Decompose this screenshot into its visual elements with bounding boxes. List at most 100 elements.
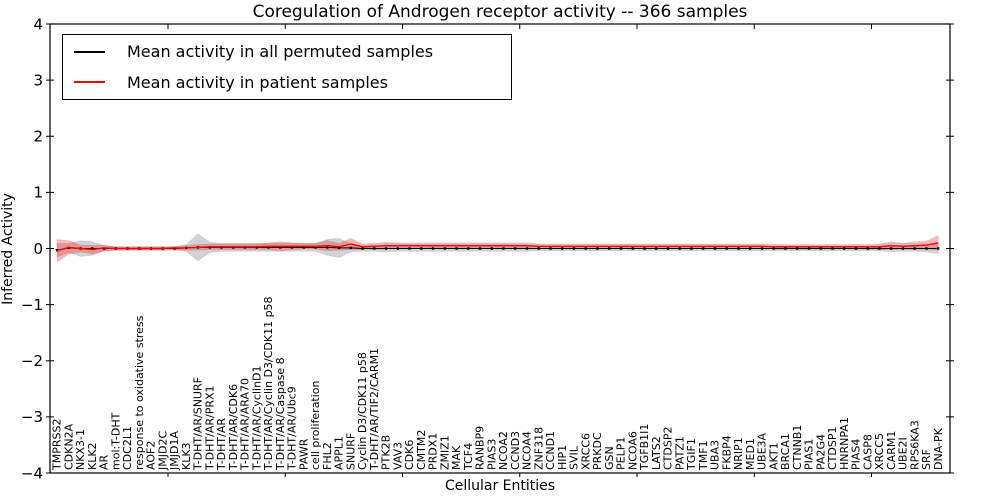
x-tick-label: CARM1 bbox=[885, 431, 898, 470]
permuted-marker bbox=[443, 247, 446, 250]
permuted-marker bbox=[373, 247, 376, 250]
legend-line-patient-icon bbox=[74, 81, 105, 84]
x-tick-label: MAK bbox=[450, 445, 463, 470]
permuted-marker bbox=[302, 246, 305, 249]
y-tick-label: 4 bbox=[33, 15, 43, 33]
permuted-marker bbox=[467, 247, 470, 250]
permuted-marker bbox=[455, 247, 458, 250]
permuted-marker bbox=[725, 247, 728, 250]
x-tick-label: PRKDC bbox=[591, 432, 604, 470]
permuted-marker bbox=[549, 247, 552, 250]
x-tick-label: CASP8 bbox=[861, 434, 874, 470]
x-tick-label: LATS2 bbox=[650, 436, 663, 470]
y-tick-label: −1 bbox=[21, 296, 43, 314]
x-tick-label: FHL2 bbox=[321, 442, 334, 470]
x-tick-label: PELP1 bbox=[615, 437, 628, 470]
permuted-marker bbox=[749, 247, 752, 250]
x-tick-label: MED1 bbox=[744, 438, 757, 470]
x-tick-label: T-DHT/AR/SNURF bbox=[192, 377, 205, 471]
permuted-marker bbox=[349, 246, 352, 250]
permuted-marker bbox=[772, 247, 775, 250]
permuted-marker bbox=[408, 247, 411, 250]
x-tick-label: AR bbox=[98, 454, 111, 470]
permuted-marker bbox=[514, 247, 517, 250]
x-tick-label: cell proliferation bbox=[309, 380, 322, 470]
x-tick-label: NCOA4 bbox=[521, 431, 534, 470]
x-tick-label: JMJD2C bbox=[156, 431, 169, 471]
permuted-marker bbox=[314, 246, 317, 249]
x-tick-label: BRCA1 bbox=[779, 433, 792, 470]
x-tick-label: PATZ1 bbox=[673, 436, 686, 470]
y-axis-label: Inferred Activity bbox=[0, 193, 16, 305]
legend-line-permuted-icon bbox=[74, 50, 105, 53]
x-tick-label: PIAS1 bbox=[803, 439, 816, 470]
x-tick-label: CMTM2 bbox=[415, 430, 428, 470]
x-tick-label: T-DHT/AR/Ubc9 bbox=[286, 386, 299, 471]
permuted-marker bbox=[890, 247, 893, 250]
x-tick-label: XRCC5 bbox=[873, 433, 886, 470]
permuted-marker bbox=[91, 247, 94, 250]
x-tick-label: PTK2B bbox=[380, 435, 393, 470]
x-tick-label: TGFB1I1 bbox=[638, 424, 651, 471]
permuted-marker bbox=[619, 247, 623, 250]
permuted-marker bbox=[737, 247, 740, 250]
x-tick-label: GSN bbox=[603, 446, 616, 470]
x-tick-label: XRCC6 bbox=[579, 433, 592, 470]
y-tick-label: −2 bbox=[21, 352, 43, 370]
permuted-marker bbox=[831, 247, 834, 250]
x-tick-label: CDK6 bbox=[403, 440, 416, 470]
permuted-marker bbox=[596, 247, 599, 250]
x-tick-label: SNURF bbox=[344, 433, 357, 470]
permuted-marker bbox=[796, 247, 799, 250]
legend: Mean activity in all permuted samples Me… bbox=[62, 34, 512, 100]
x-tick-label: RPS6KA3 bbox=[908, 420, 921, 470]
permuted-marker bbox=[361, 247, 364, 250]
x-tick-label: JMJD1A bbox=[168, 431, 181, 471]
x-tick-label: T-DHT/AR bbox=[215, 418, 228, 471]
x-tick-label: UBE3A bbox=[756, 432, 769, 470]
y-tick-label: −4 bbox=[21, 464, 43, 482]
x-tick-label: AKT1 bbox=[767, 442, 780, 470]
x-tick-label: PAWR bbox=[297, 438, 310, 470]
y-tick-label: 1 bbox=[33, 184, 43, 202]
x-tick-label: CCND3 bbox=[509, 431, 522, 470]
permuted-marker bbox=[678, 247, 681, 250]
x-tick-label: NRIP1 bbox=[732, 437, 745, 470]
x-tick-label: PRDX1 bbox=[427, 433, 440, 470]
chart-title: Coregulation of Androgen receptor activi… bbox=[252, 2, 748, 22]
y-tick-label: −3 bbox=[21, 408, 43, 426]
permuted-marker bbox=[807, 247, 811, 250]
permuted-marker bbox=[337, 246, 341, 250]
x-tick-label: CTDSP2 bbox=[662, 427, 675, 470]
permuted-marker bbox=[655, 247, 658, 250]
x-tick-label: response to oxidative stress bbox=[133, 315, 146, 470]
permuted-marker bbox=[584, 247, 587, 250]
permuted-marker bbox=[608, 247, 611, 250]
permuted-marker bbox=[384, 247, 388, 250]
legend-item: Mean activity in all permuted samples bbox=[63, 38, 511, 66]
x-tick-label: FKBP4 bbox=[720, 435, 733, 470]
permuted-marker bbox=[572, 247, 576, 250]
x-tick-label: UBE2I bbox=[897, 437, 910, 470]
patient-band bbox=[56, 235, 939, 263]
permuted-marker bbox=[866, 247, 869, 250]
x-tick-label: SVIL bbox=[568, 445, 581, 470]
x-tick-label: AOF2 bbox=[145, 441, 158, 470]
permuted-marker bbox=[843, 247, 846, 250]
permuted-marker bbox=[420, 247, 423, 250]
permuted-marker bbox=[713, 247, 717, 250]
x-tick-label: T-DHT/AR/Caspase 8 bbox=[274, 357, 287, 471]
legend-item: Mean activity in patient samples bbox=[63, 68, 511, 96]
permuted-marker bbox=[878, 247, 881, 250]
permuted-marker bbox=[925, 247, 928, 250]
x-tick-label: KLK2 bbox=[86, 442, 99, 470]
x-tick-label: T-DHT/AR/TIF2/CARM1 bbox=[368, 348, 381, 471]
permuted-marker bbox=[702, 247, 705, 250]
x-tick-label: CCND1 bbox=[544, 431, 557, 470]
legend-label: Mean activity in patient samples bbox=[127, 72, 388, 92]
y-tick-label: 3 bbox=[33, 71, 43, 89]
x-tick-label: CDC2L1 bbox=[121, 426, 134, 470]
x-tick-label: PIAS4 bbox=[850, 439, 863, 470]
permuted-marker bbox=[819, 247, 822, 250]
